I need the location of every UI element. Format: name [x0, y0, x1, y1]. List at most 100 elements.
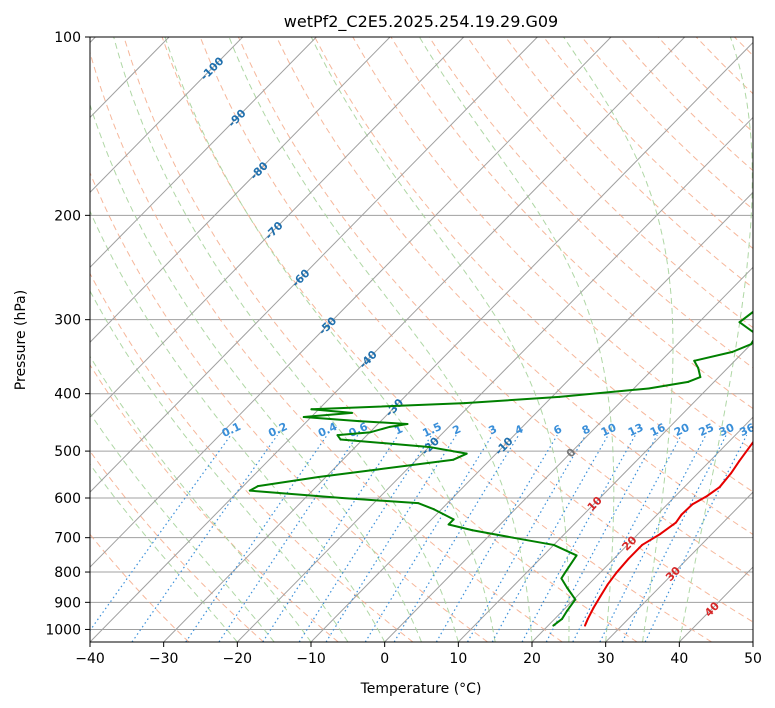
dry-adiabat: [428, 37, 753, 369]
chart-title: wetPf2_C2E5.2025.254.19.29.G09: [284, 12, 558, 32]
moist-adiabat: [90, 463, 238, 642]
dry-adiabat: [543, 37, 753, 250]
mixing-ratio-line: [521, 434, 636, 642]
isotherm-line: [310, 191, 753, 642]
mixing-ratio-label: 0.2: [266, 420, 289, 440]
dry-adiabat: [90, 364, 339, 642]
isotherm-line: [236, 116, 753, 642]
dewpoint-segment: [447, 518, 455, 526]
x-tick-label: −40: [75, 651, 105, 667]
moist-adiabat: [113, 37, 459, 642]
x-axis-label: Temperature (°C): [360, 681, 482, 697]
y-tick-label: 600: [54, 491, 81, 507]
isotherm-line: [90, 37, 465, 418]
dewpoint-segment: [731, 343, 753, 353]
dewpoint-segment: [750, 339, 753, 346]
moist-adiabat: [563, 37, 674, 642]
mixing-ratio-label: 30: [717, 421, 737, 439]
x-tick-label: 40: [670, 651, 688, 667]
isotherm-label: -100: [198, 54, 227, 83]
x-tick-label: −30: [149, 651, 179, 667]
dewpoint-segment: [463, 395, 561, 405]
dewpoint-segment: [560, 577, 569, 589]
mixing-ratio-line: [491, 434, 609, 642]
axes: −40 −30 −20 −10 0 10 20 30 40 50 100 200 300 400 500 60…: [45, 30, 762, 667]
dewpoint-segment: [248, 489, 344, 500]
temperature-segment: [627, 543, 644, 560]
dry-adiabat: [199, 37, 753, 623]
y-tick-label: 800: [54, 565, 81, 581]
dry-adiabat: [352, 37, 753, 451]
moist-adiabat: [90, 412, 275, 642]
mixing-ratio-line: [435, 434, 558, 642]
temperature-segment: [754, 424, 767, 441]
dewpoint-segment: [433, 508, 455, 521]
moist-adiabat: [418, 37, 615, 642]
dewpoint-segment: [647, 380, 690, 390]
isotherm-line: [678, 566, 753, 642]
mixing-ratio-label: 2: [451, 423, 463, 438]
dewpoint-segment: [336, 431, 371, 437]
dewpoint-segment: [566, 598, 577, 612]
plot-area: 0.1 0.2 0.4 0.6 1 1.5 2 3 4 6 8 10 13 16 20 25 30 36-100-…: [90, 37, 775, 642]
moist-adiabat: [678, 37, 753, 642]
temperature-segment: [615, 557, 630, 574]
temperature-segment: [767, 412, 773, 424]
dry-adiabat: [734, 37, 753, 57]
dewpoint-segment: [552, 543, 578, 557]
temperature-segment: [674, 513, 683, 524]
dry-adiabat: [237, 37, 753, 579]
moist-adiabat: [310, 37, 570, 642]
dewpoint-series: [248, 298, 775, 627]
mixing-ratio-label: 16: [648, 421, 668, 439]
y-tick-label: 900: [54, 595, 81, 611]
dry-adiabat: [123, 37, 638, 642]
dewpoint-segment: [693, 350, 734, 362]
mixing-ratio-line: [218, 434, 359, 642]
x-tick-label: −10: [296, 651, 326, 667]
isotherm-line: [90, 37, 686, 642]
dewpoint-segment: [738, 310, 753, 324]
temperature-segment: [586, 606, 595, 620]
isotherm-line: [457, 341, 753, 642]
moist-adiabat: [90, 103, 422, 642]
temperature-segment: [680, 503, 694, 516]
dewpoint-segment: [738, 321, 753, 334]
dewpoint-segment: [317, 468, 379, 479]
dewpoint-segment: [552, 617, 564, 627]
temperature-segment: [659, 521, 677, 535]
y-tick-label: 700: [54, 531, 81, 547]
temperature-segment: [599, 583, 609, 598]
isotherm-line: [90, 37, 391, 343]
mixing-ratio-line: [466, 434, 587, 642]
x-tick-label: −20: [223, 651, 253, 667]
dry-adiabat: [90, 50, 563, 642]
isotherm-line: [90, 37, 612, 568]
dewpoint-segment: [302, 416, 360, 423]
mixing-ratio-line: [545, 434, 658, 642]
moist-adiabat: [164, 37, 496, 642]
mixing-ratio-label: 36: [738, 421, 758, 439]
mixing-ratio-line: [131, 434, 278, 642]
temperature-segment: [592, 595, 602, 609]
temperature-segment: [606, 571, 618, 586]
dewpoint-segment: [560, 571, 567, 580]
dewpoint-segment: [561, 609, 569, 620]
dewpoint-segment: [452, 452, 468, 461]
dewpoint-segment: [564, 554, 578, 574]
dewpoint-segment: [310, 402, 466, 411]
temperature-series: [583, 412, 773, 627]
temperature-segment: [730, 460, 741, 475]
dewpoint-segment: [471, 529, 515, 539]
y-tick-label: 300: [54, 313, 81, 329]
dewpoint-segment: [256, 476, 320, 488]
moist-adiabat: [228, 37, 533, 642]
dewpoint-segment: [754, 298, 775, 311]
mixing-ratio-label: 25: [697, 421, 716, 439]
dry-adiabat: [90, 171, 488, 642]
moist-adiabat: [90, 355, 312, 642]
dewpoint-segment: [687, 376, 702, 383]
mixing-ratio-line: [393, 434, 520, 642]
